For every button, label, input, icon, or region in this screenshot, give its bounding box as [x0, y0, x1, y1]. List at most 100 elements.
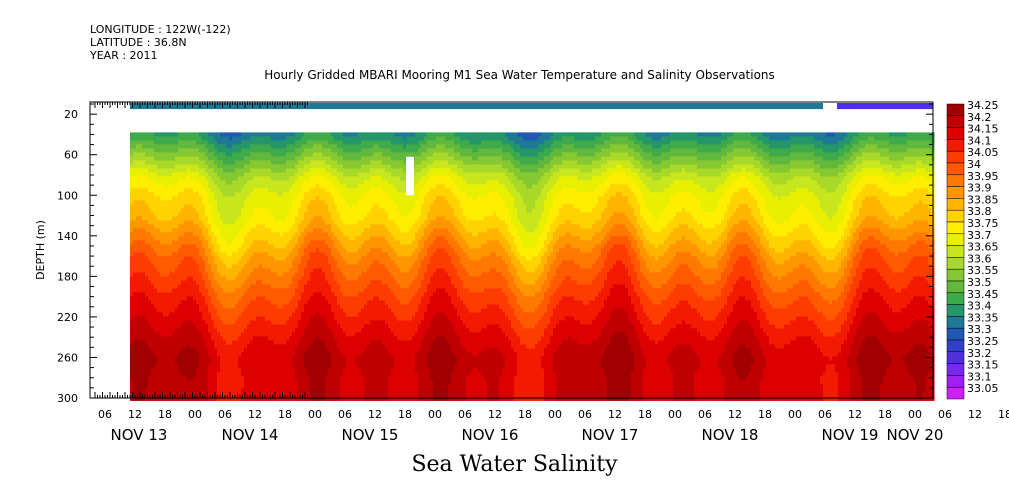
- heatmap-cell: [130, 168, 134, 173]
- heatmap-cell: [142, 376, 146, 381]
- heatmap-cell: [286, 196, 290, 201]
- heatmap-cell: [217, 160, 221, 165]
- heatmap-cell: [256, 316, 260, 321]
- heatmap-cell: [319, 284, 323, 289]
- heatmap-cell: [274, 160, 278, 165]
- heatmap-cell: [172, 164, 176, 169]
- heatmap-cell: [340, 352, 344, 357]
- heatmap-cell: [181, 288, 185, 293]
- heatmap-cell: [223, 360, 227, 365]
- heatmap-cell: [340, 392, 344, 397]
- heatmap-cell: [265, 348, 269, 353]
- heatmap-cell: [286, 220, 290, 225]
- heatmap-cell: [202, 224, 206, 229]
- heatmap-column: [289, 132, 293, 401]
- heatmap-cell: [187, 212, 191, 217]
- heatmap-cell: [322, 372, 326, 377]
- heatmap-cell: [301, 332, 305, 337]
- heatmap-cell: [169, 172, 173, 177]
- heatmap-cell: [265, 248, 269, 253]
- heatmap-cell: [181, 376, 185, 381]
- heatmap-cell: [205, 364, 209, 369]
- heatmap-cell: [244, 316, 248, 321]
- heatmap-cell: [229, 364, 233, 369]
- heatmap-cell: [172, 356, 176, 361]
- heatmap-cell: [193, 252, 197, 257]
- heatmap-column: [214, 132, 218, 401]
- heatmap-cell: [208, 296, 212, 301]
- heatmap-cell: [151, 376, 155, 381]
- heatmap-cell: [313, 196, 317, 201]
- heatmap-cell: [256, 376, 260, 381]
- heatmap-cell: [259, 236, 263, 241]
- heatmap-cell: [241, 176, 245, 181]
- heatmap-cell: [160, 172, 164, 177]
- heatmap-cell: [286, 344, 290, 349]
- heatmap-cell: [295, 244, 299, 249]
- heatmap-cell: [265, 160, 269, 165]
- heatmap-cell: [205, 388, 209, 393]
- heatmap-cell: [202, 332, 206, 337]
- heatmap-cell: [325, 292, 329, 297]
- heatmap-cell: [229, 132, 233, 137]
- heatmap-cell: [211, 232, 215, 237]
- heatmap-cell: [262, 292, 266, 297]
- heatmap-cell: [196, 340, 200, 345]
- heatmap-cell: [277, 208, 281, 213]
- heatmap-cell: [211, 320, 215, 325]
- heatmap-cell: [154, 336, 158, 341]
- heatmap-cell: [340, 328, 344, 333]
- heatmap-column: [283, 132, 287, 401]
- heatmap-cell: [226, 388, 230, 393]
- heatmap-cell: [250, 320, 254, 325]
- heatmap-cell: [217, 272, 221, 277]
- heatmap-cell: [223, 184, 227, 189]
- heatmap-cell: [139, 396, 143, 401]
- heatmap-cell: [274, 200, 278, 205]
- heatmap-cell: [346, 264, 350, 269]
- heatmap-cell: [310, 200, 314, 205]
- heatmap-cell: [202, 136, 206, 141]
- heatmap-cell: [241, 180, 245, 185]
- heatmap-cell: [214, 388, 218, 393]
- heatmap-cell: [310, 340, 314, 345]
- heatmap-cell: [208, 268, 212, 273]
- heatmap-cell: [289, 276, 293, 281]
- heatmap-cell: [163, 316, 167, 321]
- heatmap-cell: [208, 212, 212, 217]
- heatmap-cell: [250, 160, 254, 165]
- heatmap-cell: [340, 244, 344, 249]
- heatmap-cell: [343, 296, 347, 301]
- heatmap-cell: [280, 228, 284, 233]
- heatmap-cell: [331, 276, 335, 281]
- heatmap-cell: [268, 364, 272, 369]
- heatmap-cell: [238, 148, 242, 153]
- heatmap-cell: [307, 212, 311, 217]
- heatmap-cell: [247, 304, 251, 309]
- heatmap-cell: [151, 284, 155, 289]
- heatmap-cell: [166, 132, 170, 137]
- heatmap-cell: [217, 256, 221, 261]
- heatmap-cell: [253, 156, 257, 161]
- heatmap-cell: [277, 352, 281, 357]
- heatmap-cell: [322, 144, 326, 149]
- heatmap-cell: [328, 280, 332, 285]
- heatmap-cell: [310, 208, 314, 213]
- heatmap-cell: [325, 276, 329, 281]
- heatmap-cell: [301, 208, 305, 213]
- heatmap-cell: [178, 380, 182, 385]
- heatmap-cell: [343, 244, 347, 249]
- heatmap-cell: [241, 384, 245, 389]
- heatmap-cell: [223, 208, 227, 213]
- heatmap-cell: [229, 336, 233, 341]
- heatmap-cell: [301, 356, 305, 361]
- heatmap-cell: [229, 236, 233, 241]
- heatmap-cell: [313, 264, 317, 269]
- heatmap-cell: [337, 396, 341, 401]
- heatmap-cell: [169, 224, 173, 229]
- heatmap-cell: [319, 324, 323, 329]
- heatmap-cell: [289, 160, 293, 165]
- heatmap-cell: [265, 240, 269, 245]
- heatmap-cell: [196, 296, 200, 301]
- heatmap-cell: [148, 348, 152, 353]
